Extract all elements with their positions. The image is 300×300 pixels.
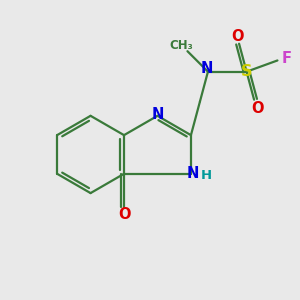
Text: F: F — [282, 52, 292, 67]
Text: N: N — [186, 166, 199, 181]
Text: O: O — [251, 100, 263, 116]
Text: CH₃: CH₃ — [169, 39, 194, 52]
Text: O: O — [118, 207, 130, 222]
Text: S: S — [241, 64, 252, 79]
Text: H: H — [201, 169, 212, 182]
Text: O: O — [231, 29, 244, 44]
Text: N: N — [151, 107, 164, 122]
Text: N: N — [200, 61, 213, 76]
